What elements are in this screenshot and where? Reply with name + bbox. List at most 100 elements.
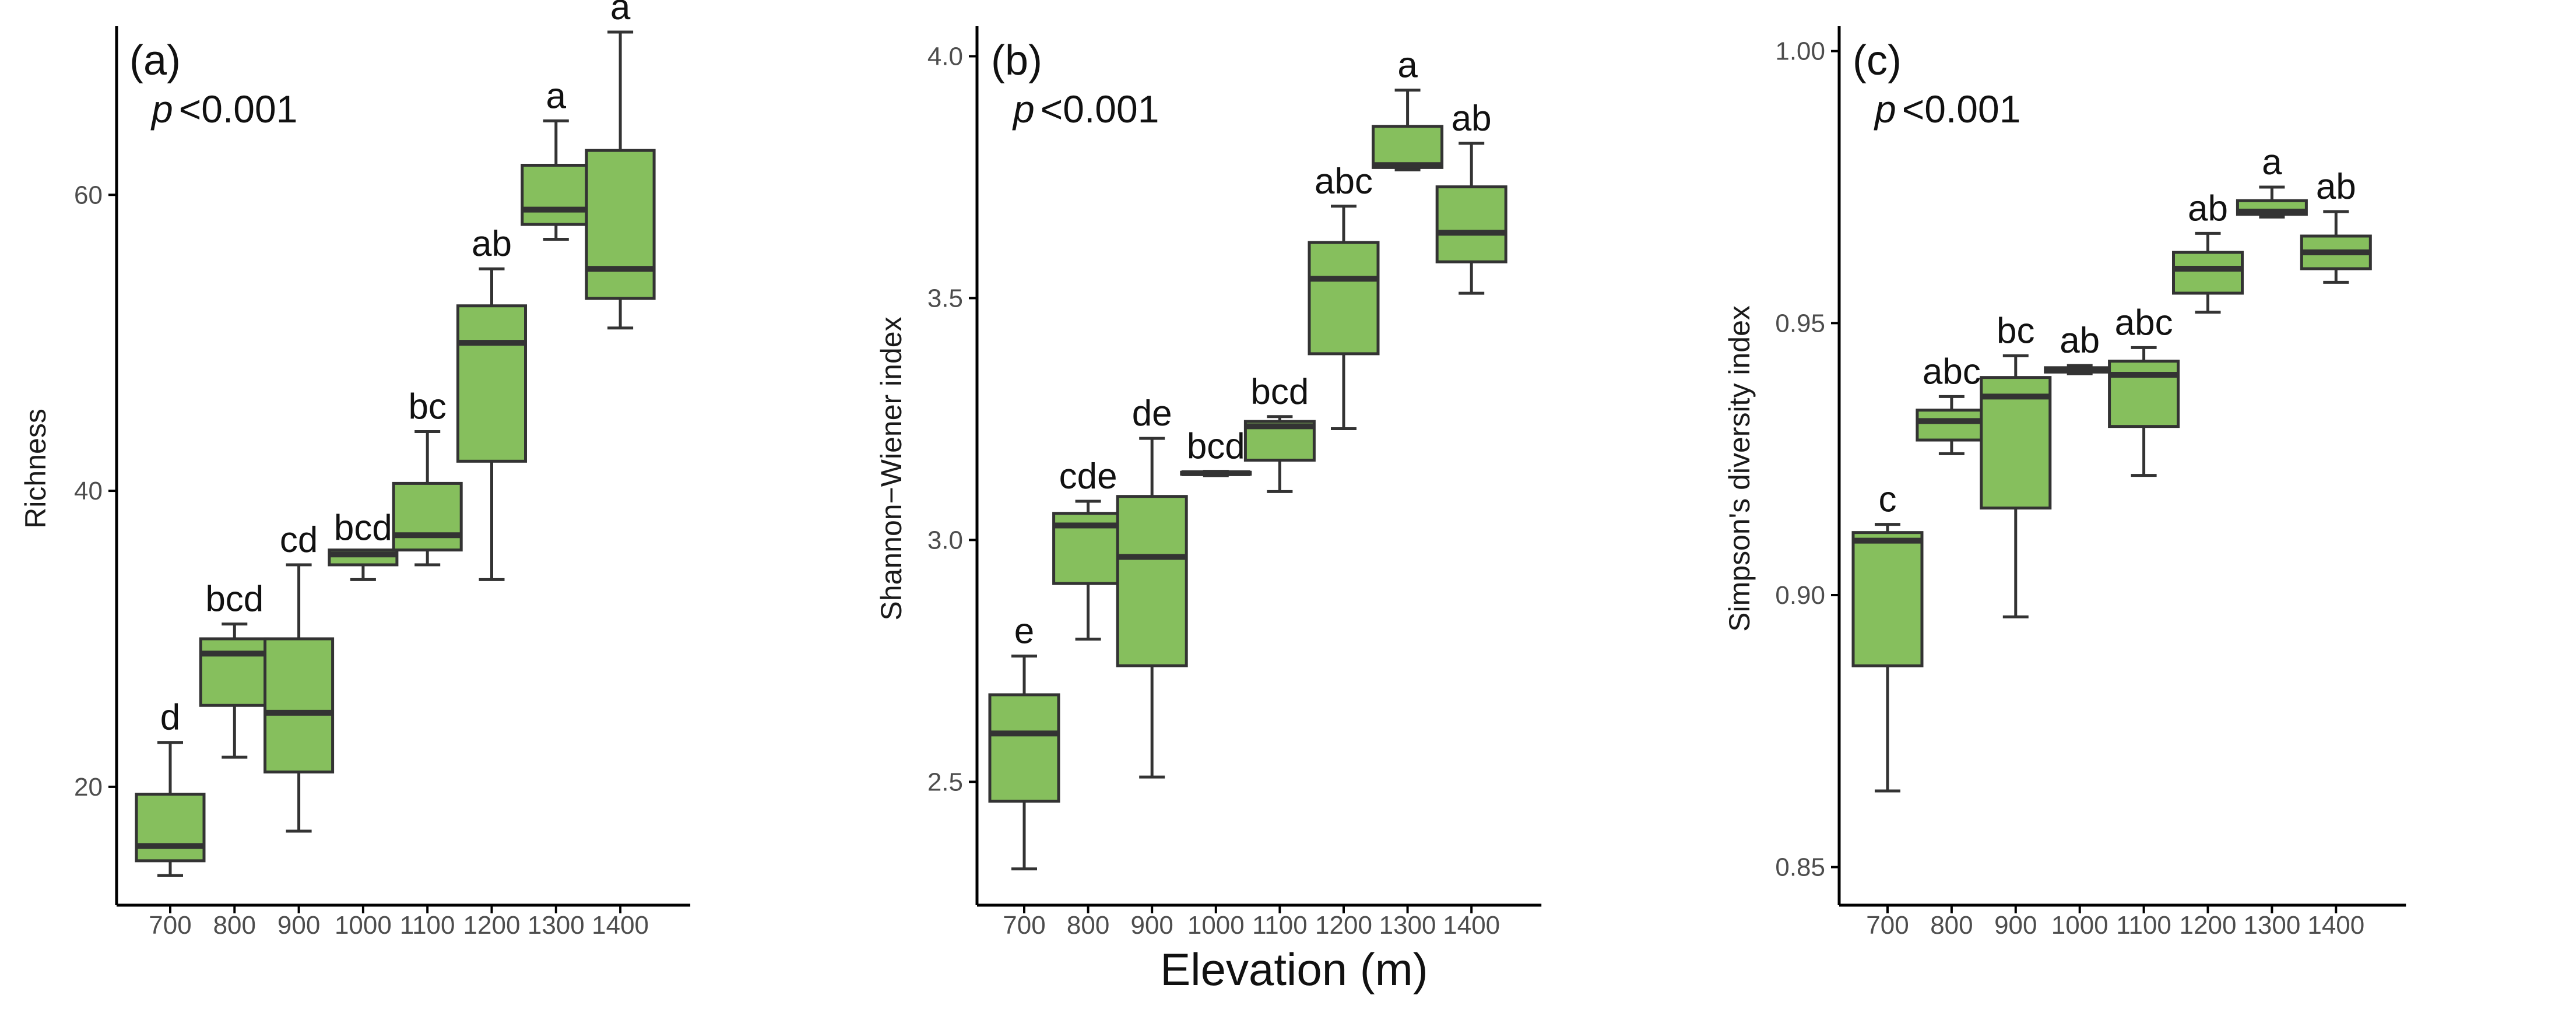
y-tick-label: 0.95 (1775, 309, 1825, 337)
x-tick-label: 1100 (1252, 911, 1308, 940)
significance-letter: cd (280, 520, 318, 560)
box-700: c (1851, 480, 1924, 793)
x-tick-label: 1200 (2180, 911, 2237, 940)
x-tick-label: 1300 (528, 911, 585, 940)
box-1200: abc (1308, 161, 1380, 431)
iqr-box (2108, 360, 2180, 428)
panel-label: (b) (991, 37, 1042, 84)
significance-letter: c (1879, 480, 1897, 520)
panel-label: (a) (129, 37, 181, 84)
x-tick-label: 1200 (463, 911, 521, 940)
box-800: cde (1052, 456, 1124, 641)
box-1100: bc (392, 387, 463, 567)
x-tick-label: 800 (213, 911, 256, 940)
significance-letter: bcd (1250, 372, 1309, 412)
significance-letter: ab (2188, 188, 2228, 228)
box-1300: a (2236, 142, 2308, 219)
significance-letter: bcd (205, 579, 263, 620)
box-1300: a (521, 76, 592, 241)
significance-letter: bcd (334, 508, 392, 548)
box-700: e (988, 611, 1060, 871)
iqr-box (392, 481, 463, 552)
significance-letter: cde (1059, 456, 1117, 497)
box-1100: abc (2108, 303, 2180, 477)
p-value-label: p <0.001 (1874, 87, 2020, 131)
y-tick-label: 3.5 (927, 284, 963, 312)
iqr-box (135, 793, 206, 863)
y-tick-label: 1.00 (1775, 37, 1825, 66)
significance-letter: bc (408, 387, 446, 427)
y-axis-title: Richness (19, 409, 52, 529)
iqr-box (1116, 495, 1188, 667)
p-value: <0.001 (179, 87, 298, 131)
iqr-box (1916, 409, 1988, 442)
box-1400: a (585, 0, 656, 330)
significance-letter: abc (2115, 303, 2173, 343)
y-axis-title: Simpson's diversity index (1723, 305, 1756, 632)
y-axis-title: Shannon−Wiener index (875, 316, 908, 620)
x-tick-label: 700 (149, 911, 191, 940)
p-value-label: p <0.001 (1012, 87, 1159, 131)
iqr-box (521, 164, 592, 226)
box-800: abc (1916, 351, 1988, 455)
significance-letter: abc (1315, 161, 1373, 202)
p-symbol: p (1012, 87, 1035, 131)
x-tick-label: 1000 (1187, 911, 1245, 940)
x-tick-label: 800 (1930, 911, 1973, 940)
iqr-box (1372, 125, 1444, 169)
y-tick-label: 0.90 (1775, 581, 1825, 610)
box-900: de (1116, 393, 1188, 779)
iqr-box (1851, 531, 1924, 667)
significance-letter: a (546, 76, 567, 116)
y-tick-label: 2.5 (927, 768, 963, 796)
box-1000: ab (2044, 321, 2116, 375)
significance-letter: e (1014, 611, 1034, 652)
significance-letter: ab (472, 224, 512, 264)
x-tick-label: 900 (277, 911, 320, 940)
x-tick-label: 1400 (2307, 911, 2364, 940)
panel-label: (c) (1853, 37, 1902, 84)
p-symbol: p (1874, 87, 1896, 131)
iqr-box (1308, 241, 1380, 356)
iqr-box (199, 637, 270, 707)
shared-x-axis-title: Elevation (m) (1160, 944, 1428, 995)
y-tick-label: 40 (74, 477, 103, 505)
panel-a: 20 40 60 Richness (a)p <0.001 700 800 900 1000 110… (19, 0, 691, 940)
iqr-box (263, 637, 335, 773)
x-tick-label: 900 (1130, 911, 1173, 940)
significance-letter: abc (1923, 351, 1981, 392)
iqr-box (988, 693, 1060, 803)
x-tick-label: 1200 (1315, 911, 1372, 940)
x-tick-label: 1400 (1443, 911, 1500, 940)
box-1000: bcd (1180, 427, 1252, 477)
box-1400: ab (1435, 99, 1507, 295)
significance-letter: ab (1452, 99, 1492, 139)
box-900: bc (1980, 311, 2052, 618)
significance-letter: bc (1997, 311, 2034, 351)
significance-letter: a (2262, 142, 2282, 182)
box-1300: a (1372, 45, 1444, 172)
box-1200: ab (2172, 188, 2244, 314)
y-tick-label: 60 (74, 181, 103, 209)
iqr-box (2172, 251, 2244, 295)
y-tick-label: 3.0 (927, 526, 963, 554)
box-1400: ab (2300, 167, 2372, 284)
significance-letter: bcd (1187, 427, 1245, 467)
y-tick-label: 20 (74, 773, 103, 801)
x-tick-label: 1100 (2116, 911, 2171, 940)
x-tick-label: 1300 (2243, 911, 2300, 940)
significance-letter: d (160, 698, 180, 738)
p-symbol: p (150, 87, 173, 131)
p-value: <0.001 (1902, 87, 2021, 131)
box-700: d (135, 698, 206, 877)
y-tick-label: 0.85 (1775, 853, 1825, 882)
x-tick-label: 900 (1994, 911, 2037, 940)
significance-letter: ab (2060, 321, 2100, 361)
x-tick-label: 700 (1003, 911, 1045, 940)
p-value-label: p <0.001 (150, 87, 297, 131)
panel-b: 2.5 3.0 3.5 4.0 Shannon−Wiener index (b)p <0.0… (875, 26, 1542, 940)
x-tick-label: 1100 (400, 911, 455, 940)
iqr-box (1435, 185, 1507, 263)
